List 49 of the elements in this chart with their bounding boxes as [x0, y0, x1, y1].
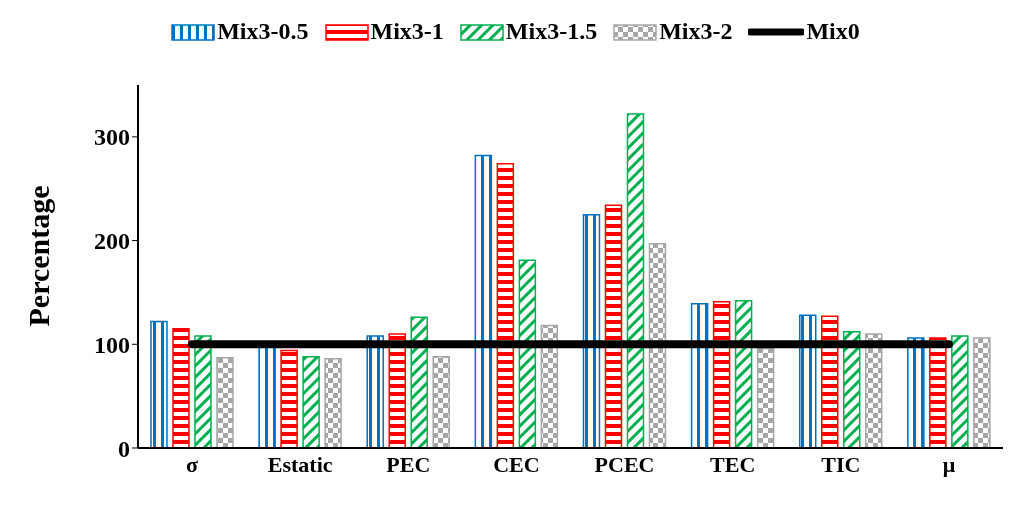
bar [907, 337, 925, 448]
bar [302, 355, 320, 448]
bar [474, 154, 493, 448]
bar [864, 333, 883, 448]
bar [604, 204, 623, 448]
x-tick-label: μ [942, 451, 956, 477]
bar [280, 349, 298, 448]
y-tick-label: 300 [94, 124, 130, 151]
x-tick-label: PCEC [594, 451, 655, 477]
bar [410, 316, 428, 448]
bar [973, 337, 991, 448]
x-tick-label: TIC [821, 451, 861, 477]
y-tick-label: 200 [94, 228, 130, 255]
bar [756, 347, 775, 448]
bar [388, 333, 406, 448]
y-axis-title: Percentage [21, 185, 55, 327]
bar [582, 213, 601, 448]
bar [648, 242, 667, 448]
bar [540, 324, 559, 448]
bar [842, 331, 861, 448]
legend-label: Mix3-0.5 [217, 18, 309, 45]
bar [172, 327, 190, 448]
bar [518, 259, 537, 448]
bar [216, 357, 234, 448]
bar [194, 335, 212, 448]
bar [734, 299, 753, 448]
bar [929, 337, 947, 448]
legend-label: Mix0 [806, 18, 860, 45]
bar [496, 163, 515, 448]
bar [712, 301, 731, 448]
bar [798, 314, 817, 448]
bar [324, 358, 342, 448]
y-tick-label: 0 [118, 435, 130, 462]
x-tick-label: CEC [493, 451, 540, 477]
bar [626, 113, 645, 448]
bar [150, 320, 168, 448]
x-tick-label: Estatic [267, 451, 333, 477]
legend-label: Mix3-2 [659, 18, 733, 45]
y-tick-label: 100 [94, 331, 130, 358]
bar [432, 355, 450, 448]
x-tick-label: σ [186, 451, 199, 477]
x-tick-label: TEC [710, 451, 756, 477]
bar [820, 315, 839, 448]
bar [951, 335, 969, 448]
bar [690, 303, 709, 448]
legend-label: Mix3-1 [370, 18, 444, 45]
bar [366, 335, 384, 448]
x-tick-label: PEC [386, 451, 431, 477]
legend-label: Mix3-1.5 [505, 18, 598, 45]
